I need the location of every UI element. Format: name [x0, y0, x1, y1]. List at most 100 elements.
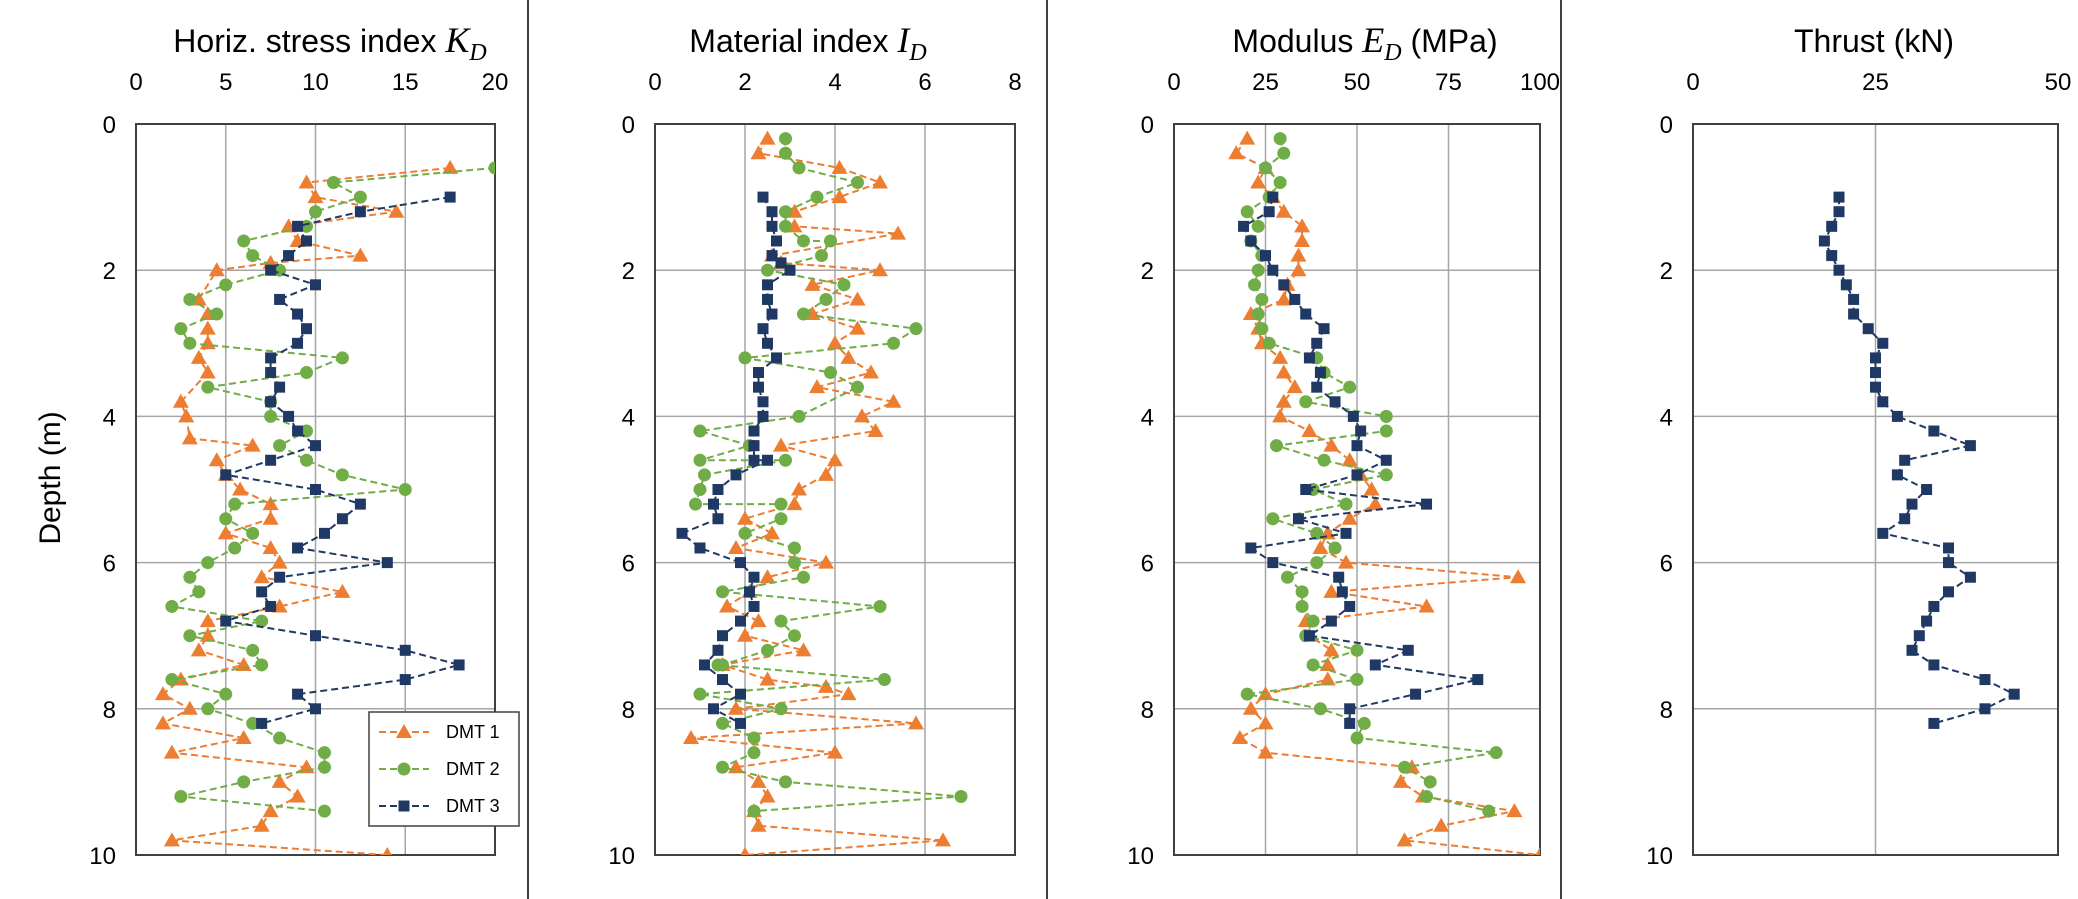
data-point: [873, 599, 887, 613]
data-point: [774, 702, 788, 716]
x-tick-label: 0: [1686, 69, 1699, 96]
data-point: [1344, 703, 1356, 715]
data-point: [1311, 381, 1323, 393]
data-point: [693, 687, 707, 701]
data-point: [217, 525, 234, 540]
data-point: [750, 145, 767, 160]
data-point: [274, 293, 286, 305]
data-point: [753, 367, 764, 379]
data-point: [289, 788, 306, 803]
data-point: [712, 484, 724, 495]
data-point: [885, 393, 902, 408]
data-point: [265, 454, 277, 466]
data-point: [335, 468, 349, 482]
data-point: [1420, 790, 1434, 804]
data-point: [1510, 569, 1527, 584]
data-point: [712, 513, 724, 525]
panel-separators: [527, 0, 1562, 899]
data-point: [1323, 583, 1340, 598]
data-point: [317, 804, 331, 818]
data-point: [827, 335, 843, 350]
title-symbol: K: [444, 20, 471, 60]
data-point: [1259, 161, 1272, 175]
legend-label: DMT 3: [446, 796, 500, 816]
y-tick-label: 2: [103, 258, 116, 285]
data-point: [1310, 556, 1324, 570]
data-point: [867, 423, 884, 438]
data-point: [1340, 527, 1352, 539]
data-point: [336, 513, 348, 525]
data-point: [265, 600, 277, 612]
data-point: [1347, 410, 1359, 422]
data-point: [1251, 307, 1265, 321]
data-point: [890, 225, 906, 240]
data-point: [300, 453, 314, 467]
series-line: [1242, 196, 1479, 724]
data-point: [354, 206, 366, 218]
data-point: [183, 292, 197, 306]
data-point: [716, 760, 729, 774]
data-point: [1301, 423, 1318, 438]
data-point: [1870, 352, 1881, 364]
y-tick-label: 6: [622, 551, 635, 578]
data-point: [262, 539, 279, 554]
data-point: [256, 586, 268, 598]
data-point: [689, 497, 702, 511]
data-point: [759, 130, 776, 145]
data-point: [759, 569, 776, 584]
y-tick-label: 0: [1660, 112, 1673, 139]
data-point: [1344, 717, 1356, 729]
data-point: [792, 409, 806, 423]
data-point: [165, 673, 179, 687]
data-point: [192, 585, 206, 599]
data-point: [1299, 395, 1313, 409]
data-point: [199, 364, 216, 379]
data-point: [163, 832, 180, 847]
data-point: [388, 203, 405, 218]
data-point: [1290, 247, 1307, 262]
data-point: [831, 189, 848, 204]
data-point: [1318, 323, 1330, 335]
data-point: [750, 773, 767, 788]
y-tick-label: 4: [1141, 404, 1154, 431]
data-point: [1294, 218, 1311, 233]
data-point: [1870, 367, 1881, 379]
data-point: [354, 498, 366, 510]
data-point: [1251, 219, 1265, 233]
data-point: [1410, 688, 1422, 700]
plot-data: [154, 159, 495, 855]
data-point: [1290, 262, 1307, 277]
data-point: [766, 308, 778, 320]
data-point: [1295, 585, 1309, 599]
y-tick-label: 10: [608, 843, 635, 870]
data-point: [747, 731, 761, 745]
data-point: [1964, 571, 1976, 583]
data-point: [1266, 512, 1280, 526]
data-point: [283, 410, 295, 422]
y-tick-label: 8: [103, 697, 116, 724]
x-tick-label: 50: [1344, 69, 1371, 96]
x-tick-label: 25: [1862, 69, 1889, 96]
data-point: [786, 496, 803, 511]
data-point: [310, 440, 321, 452]
data-point: [909, 322, 923, 336]
data-point: [1343, 380, 1357, 394]
series-dmt-3: [220, 191, 465, 729]
data-point: [775, 257, 787, 269]
data-point: [201, 702, 215, 716]
legend-marker: [396, 724, 412, 738]
x-tick-label: 25: [1252, 69, 1279, 96]
data-point: [779, 146, 792, 160]
data-point: [747, 746, 761, 760]
title-symbol: I: [896, 20, 911, 60]
y-tick-label: 4: [103, 404, 116, 431]
y-tick-label: 0: [622, 112, 635, 139]
data-point: [1848, 308, 1860, 320]
data-point: [353, 190, 367, 204]
y-tick-label: 8: [1660, 697, 1673, 724]
data-point: [711, 658, 725, 672]
data-point: [1280, 570, 1294, 584]
data-point: [310, 279, 321, 291]
data-point: [1506, 803, 1523, 818]
